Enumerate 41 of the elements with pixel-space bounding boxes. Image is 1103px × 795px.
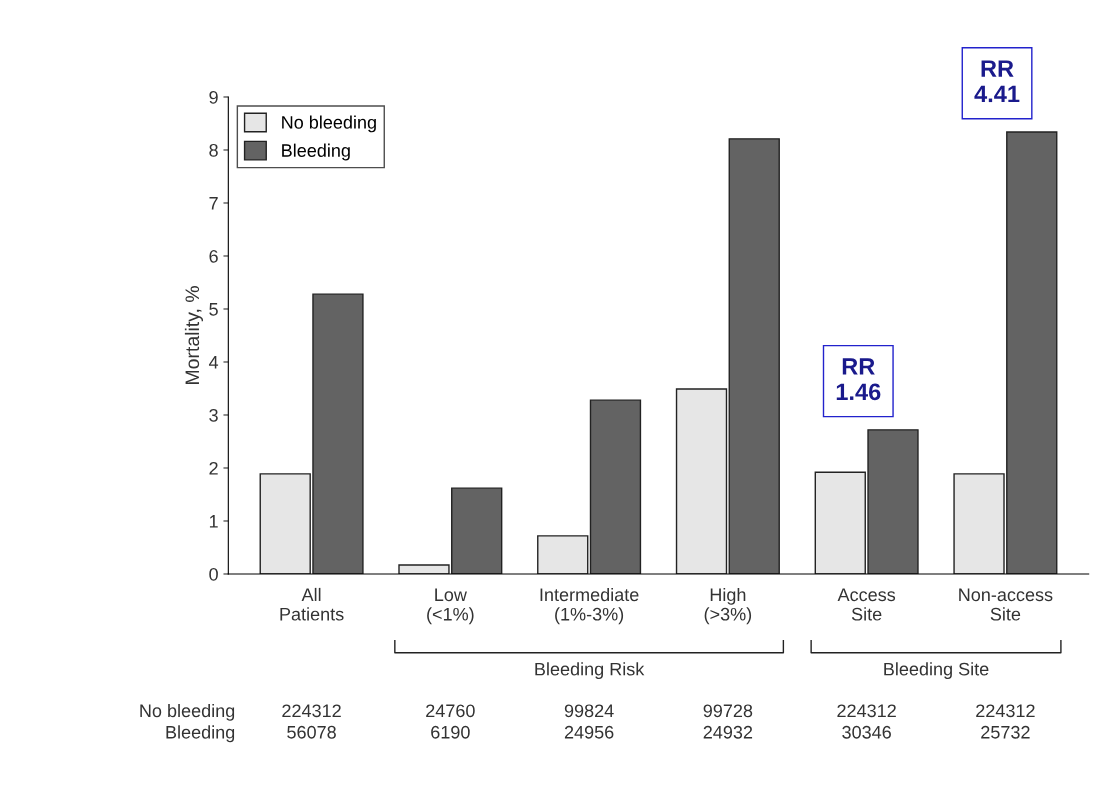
y-axis-title: Mortality, % <box>184 286 203 384</box>
text: No bleeding <box>140 703 235 721</box>
bar <box>589 399 642 574</box>
text: 6190 <box>431 725 470 739</box>
text: 99728 <box>703 704 753 718</box>
text: 30346 <box>842 725 891 739</box>
bar <box>675 388 728 574</box>
y-tick-label: 7 <box>209 197 218 210</box>
x-tick-label: High (>3%) <box>704 587 752 625</box>
text: 24760 <box>426 704 475 718</box>
text: 224312 <box>837 704 896 718</box>
annotation: RR 1.46 <box>836 358 881 401</box>
legend-label: Bleeding <box>282 143 350 161</box>
text: 24956 <box>564 725 614 739</box>
y-tick-label: 8 <box>209 143 218 157</box>
x-tick-label: Access Site <box>837 588 896 621</box>
text: 99824 <box>564 704 614 718</box>
x-tick-label: Low (<1%) <box>427 588 474 625</box>
y-tick-label: 5 <box>209 303 218 316</box>
y-tick-label: 9 <box>209 90 218 104</box>
y-tick-label: 6 <box>209 249 218 263</box>
text: 25732 <box>981 725 1030 739</box>
text: Bleeding Risk <box>535 662 645 680</box>
text: 224312 <box>282 704 341 718</box>
annotation: RR 4.41 <box>974 60 1020 103</box>
text: Bleeding Site <box>884 662 989 680</box>
bar <box>728 138 780 574</box>
y-tick-label: 2 <box>209 461 218 475</box>
y-tick-label: 4 <box>208 356 219 369</box>
bar <box>537 535 589 574</box>
text: 24932 <box>703 725 753 739</box>
text: 56078 <box>287 725 336 739</box>
y-tick-label: 1 <box>209 515 218 528</box>
text: 224312 <box>976 704 1035 718</box>
x-tick-label: Non-access Site <box>959 588 1053 621</box>
x-tick-label: Intermediate (1%-3%) <box>540 587 639 625</box>
y-tick-label: 0 <box>209 567 218 581</box>
text: Bleeding <box>166 725 235 743</box>
y-tick-label: 3 <box>209 408 218 422</box>
legend-label: No bleeding <box>282 115 376 133</box>
x-tick-label: All Patients <box>280 587 344 621</box>
